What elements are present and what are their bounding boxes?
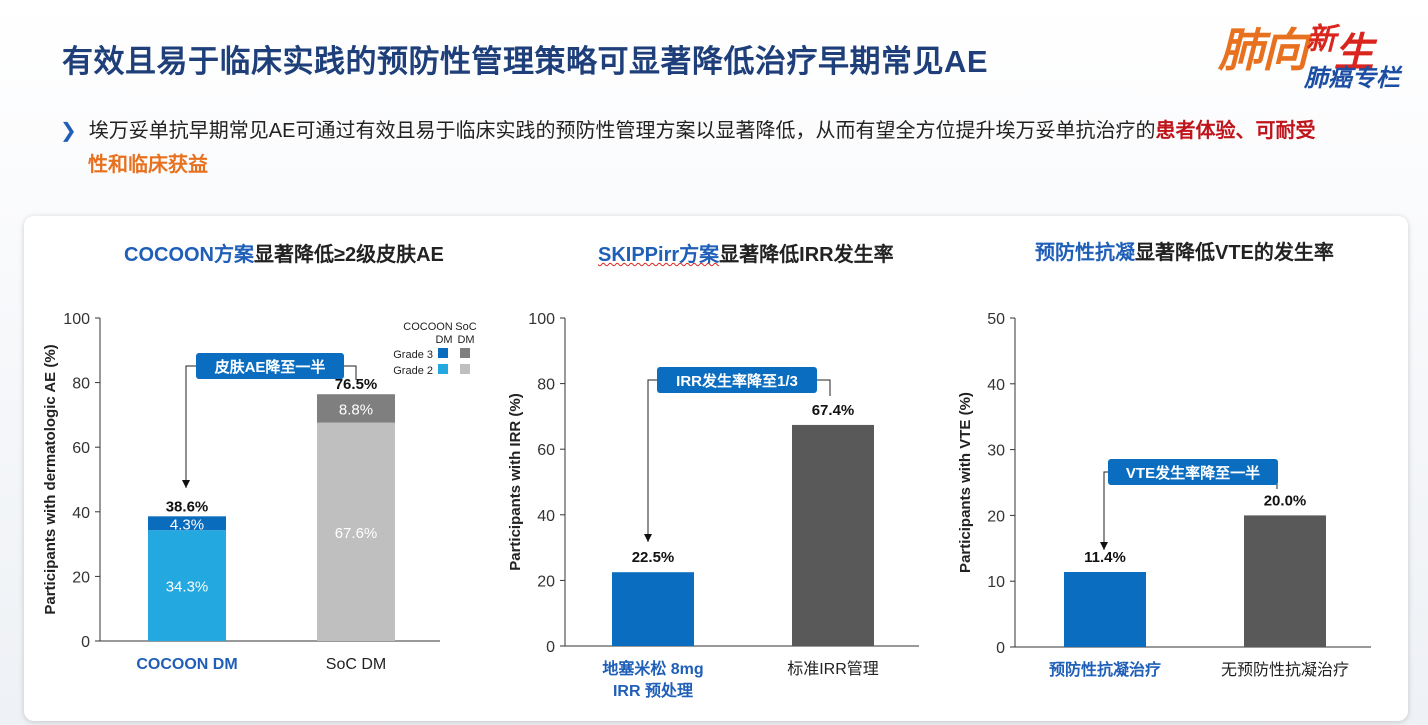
brand-logo: 肺向新生 肺癌专栏	[1218, 14, 1423, 94]
chart2-data-label: 67.4%	[812, 402, 855, 419]
chart3-annotation-text: VTE发生率降至一半	[1126, 464, 1260, 482]
chart1-y-tick-label: 20	[72, 569, 90, 586]
chart1-bar-grade-2-1	[148, 530, 226, 641]
chart2-y-tick-label: 0	[546, 639, 555, 656]
logo-line2: 肺癌专栏	[1304, 65, 1400, 92]
chart1-legend-col1: COCOON	[403, 321, 453, 333]
chart1-y-tick-label: 100	[63, 311, 90, 328]
chart1-segment-label: 34.3%	[166, 579, 209, 596]
chart1-total-label: 76.5%	[335, 376, 378, 393]
chart1-legend-swatch	[460, 348, 470, 358]
chart1-total-label: 38.6%	[166, 498, 209, 515]
chart2-y-axis-label: Participants with IRR (%)	[507, 393, 524, 571]
chart3-annotation-box	[1108, 459, 1278, 485]
panel2-title: SKIPPirr方案显著降低IRR发生率	[598, 244, 894, 266]
chart1-bar-grade-3-1	[148, 516, 226, 531]
chart2-y-tick-label: 20	[537, 573, 555, 590]
chart3-y-tick-label: 20	[987, 508, 1005, 525]
chart2-annotation-box	[657, 367, 817, 393]
panel3-title: 预防性抗凝显著降低VTE的发生率	[1035, 242, 1334, 264]
chart3-y-tick-label: 30	[987, 443, 1005, 460]
chart1-legend-label: Grade 2	[393, 365, 433, 377]
chart1-legend-col1b: DM	[435, 334, 452, 346]
chart1-y-tick-label: 0	[81, 634, 90, 651]
chart1-legend-swatch	[438, 348, 448, 358]
chart3-y-tick-label: 50	[987, 311, 1005, 328]
chart1-category-label: SoC DM	[325, 656, 387, 673]
chart1-annotation-box	[196, 353, 344, 379]
chevron-right-icon: ❯	[60, 120, 77, 142]
chart1-bar-grade-3-2	[317, 394, 395, 423]
chart3-data-label: 11.4%	[1084, 549, 1126, 566]
bullet-highlight-orange: 性和临床获益	[88, 154, 208, 176]
chart2-category-label: 地塞米松 8mg IRR 预处理	[602, 661, 704, 700]
chart2-bar-2	[792, 424, 874, 646]
chart3-data-label: 20.0%	[1264, 492, 1307, 509]
chart1-legend-swatch	[438, 364, 448, 374]
chart2-data-label: 22.5%	[632, 549, 675, 566]
chart1-y-axis-label: Participants with dermatologic AE (%)	[42, 344, 59, 614]
chart1-legend-col2: SoC	[455, 321, 476, 333]
chart1-annotation-text: 皮肤AE降至一半	[215, 358, 326, 376]
chart1-bracket-arrow-icon	[182, 480, 190, 488]
chart1-y-tick-label: 60	[72, 440, 90, 457]
chart2-y-tick-label: 60	[537, 442, 555, 459]
chart3-y-axis-label: Participants with VTE (%)	[957, 392, 974, 573]
chart3-category-label: 预防性抗凝治疗	[1048, 662, 1161, 679]
chart3-bracket-arrow-icon	[1100, 542, 1108, 550]
chart2-bracket-arrow-icon	[644, 534, 652, 542]
bullet-text: 埃万妥单抗早期常见AE可通过有效且易于临床实践的预防性管理方案以显著降低，从而有…	[88, 120, 1156, 142]
chart3-category-label: 无预防性抗凝治疗	[1220, 662, 1349, 679]
chart1-y-tick-label: 80	[72, 376, 90, 393]
chart2-y-tick-label: 80	[537, 377, 555, 394]
chart3-y-tick-label: 40	[987, 377, 1005, 394]
chart2-bar-1	[612, 572, 694, 646]
chart3-y-tick-label: 10	[987, 574, 1005, 591]
chart2-y-tick-label: 40	[537, 508, 555, 525]
chart1-legend-col2b: DM	[457, 334, 474, 346]
chart2-annotation-text: IRR发生率降至1/3	[676, 372, 798, 390]
chart1-segment-label: 4.3%	[170, 516, 204, 533]
summary-bullet: ❯ 埃万妥单抗早期常见AE可通过有效且易于临床实践的预防性管理方案以显著降低，从而…	[60, 114, 1390, 182]
chart1-category-label: COCOON DM	[136, 656, 238, 673]
chart1-segment-label: 8.8%	[339, 401, 373, 418]
chart1-y-tick-label: 40	[72, 505, 90, 522]
bullet-highlight-red: 患者体验、可耐受	[1155, 120, 1316, 142]
chart1-legend-swatch	[460, 364, 470, 374]
chart2-category-label: 标准IRR管理	[787, 661, 879, 678]
chart1-legend-label: Grade 3	[393, 349, 433, 361]
chart1-segment-label: 67.6%	[335, 525, 378, 542]
chart3-y-tick-label: 0	[996, 640, 1005, 657]
panel1-title: COCOON方案显著降低≥2级皮肤AE	[124, 244, 444, 266]
logo-line1: 肺向新生	[1218, 22, 1374, 77]
chart1-bar-grade-2-2	[317, 422, 395, 641]
chart3-bar-1	[1064, 571, 1146, 647]
chart3-bar-2	[1244, 515, 1326, 647]
page-title: 有效且易于临床实践的预防性管理策略可显著降低治疗早期常见AE	[62, 44, 989, 79]
chart2-y-tick-label: 100	[528, 311, 555, 328]
